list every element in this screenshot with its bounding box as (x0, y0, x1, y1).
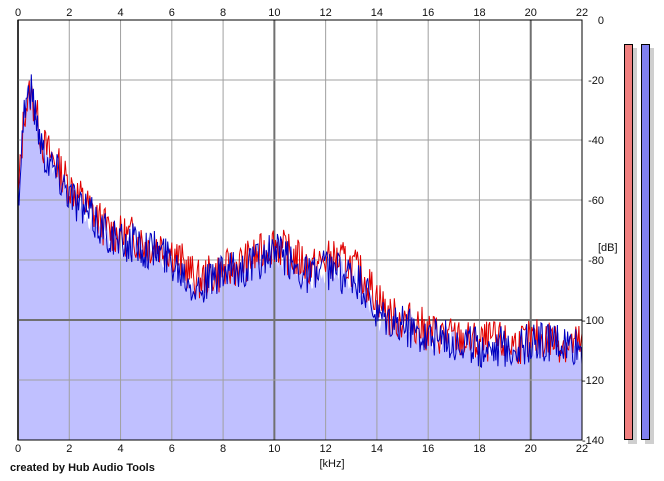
x-tick-label: 2 (66, 443, 72, 455)
x-tick-label: 22 (576, 7, 588, 19)
x-tick-label: 16 (422, 443, 434, 455)
left-channel-level-meter (624, 44, 633, 440)
x-tick-label: 22 (576, 443, 588, 455)
x-tick-label: 4 (117, 7, 123, 19)
x-tick-label: 18 (473, 7, 485, 19)
y-tick-label: -80 (588, 255, 604, 267)
x-tick-label: 12 (320, 7, 332, 19)
credit-text: created by Hub Audio Tools (10, 462, 155, 474)
x-tick-label: 2 (66, 7, 72, 19)
x-tick-label: 4 (117, 443, 123, 455)
x-tick-label: 14 (371, 7, 383, 19)
x-tick-label: 10 (268, 443, 280, 455)
y-tick-label: -140 (582, 435, 604, 447)
right-channel-level-meter (641, 44, 650, 440)
series-line-2 (17, 74, 583, 368)
y-axis-label: [dB] (598, 242, 618, 254)
x-tick-labels-bottom: 0 2 4 6 8 10 12 14 16 18 20 22 (15, 443, 588, 455)
x-axis-label: [kHz] (319, 458, 344, 470)
x-tick-label: 20 (525, 7, 537, 19)
plot-frame (17, 19, 583, 441)
y-tick-label: -20 (588, 75, 604, 87)
y-tick-label: 0 (598, 15, 604, 27)
x-tick-label: 10 (268, 7, 280, 19)
x-tick-label: 8 (220, 443, 226, 455)
y-tick-label: -100 (582, 315, 604, 327)
x-tick-label: 18 (473, 443, 485, 455)
x-tick-label: 6 (169, 7, 175, 19)
chart-series-layer (17, 74, 583, 368)
x-tick-label: 14 (371, 443, 383, 455)
y-tick-label: -40 (588, 135, 604, 147)
y-tick-label: -60 (588, 195, 604, 207)
x-tick-label: 12 (320, 443, 332, 455)
y-tick-labels: 0 -20 -40 -60 -80 -100 -120 -140 (582, 15, 604, 447)
x-tick-label: 8 (220, 7, 226, 19)
x-tick-label: 16 (422, 7, 434, 19)
x-tick-label: 20 (525, 443, 537, 455)
x-tick-label: 6 (169, 443, 175, 455)
x-tick-label: 0 (15, 443, 21, 455)
x-tick-labels-top: 0 2 4 6 8 10 12 14 16 18 20 22 (15, 7, 588, 19)
x-tick-label: 0 (15, 7, 21, 19)
y-tick-label: -120 (582, 375, 604, 387)
